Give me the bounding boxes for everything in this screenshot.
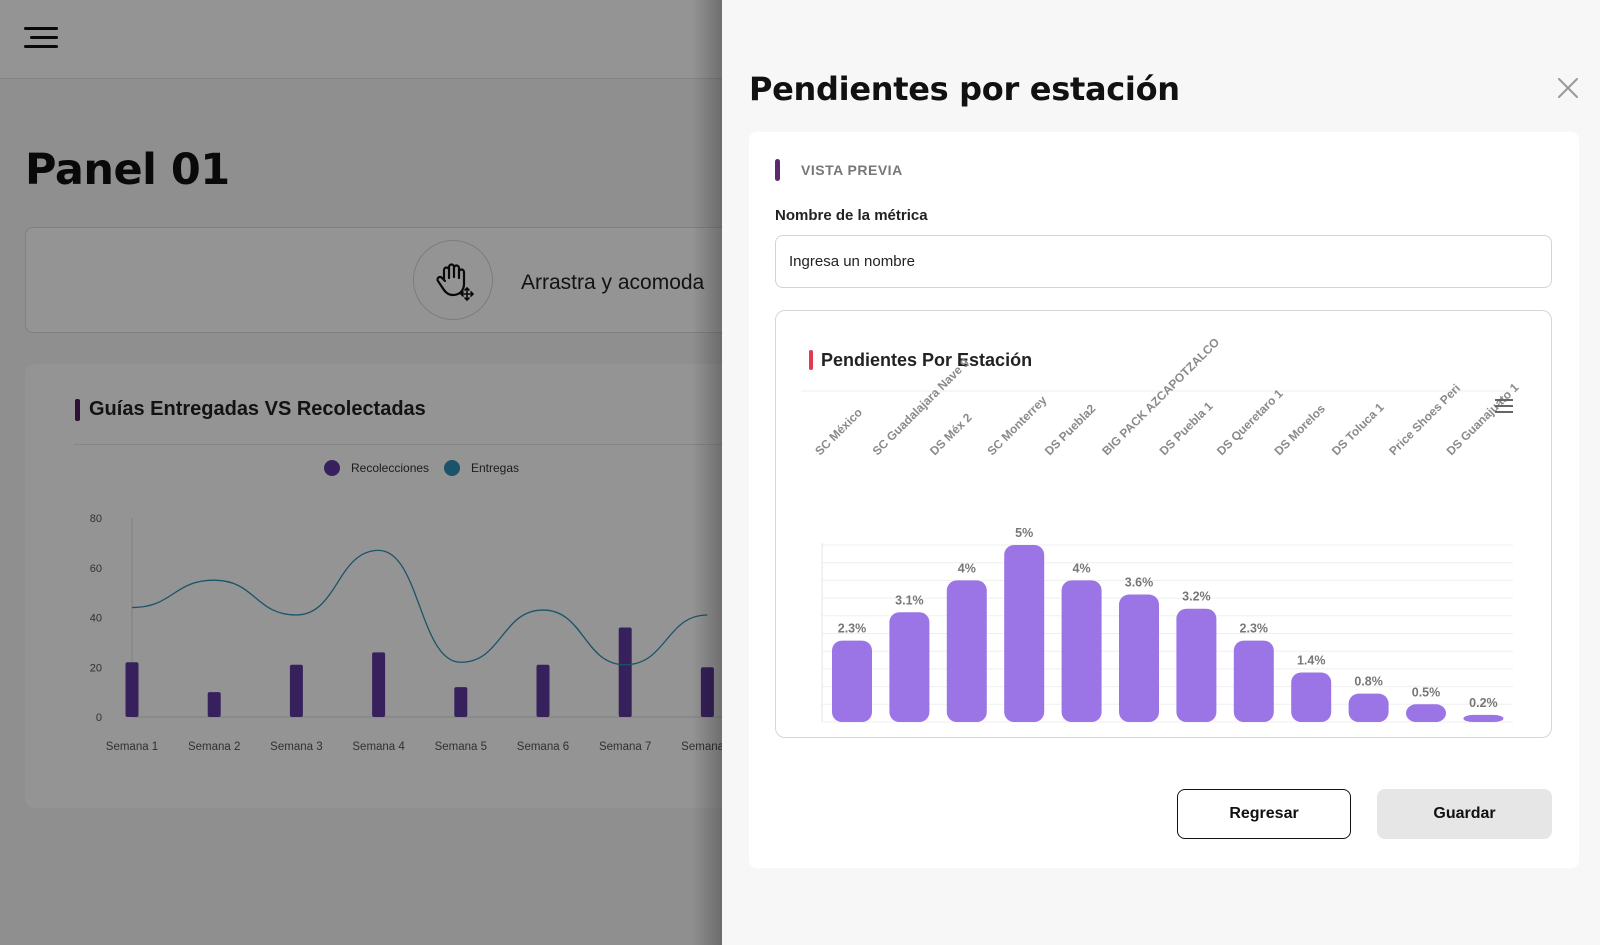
hand-drag-icon: [436, 263, 475, 302]
bar: [125, 662, 139, 717]
drawer-shadow: [692, 0, 722, 945]
legend-label: Recolecciones: [351, 461, 429, 475]
x-tick-label: Semana 6: [517, 741, 569, 753]
x-tick-label: Semana 7: [599, 741, 651, 753]
chart-preview: [775, 310, 1552, 738]
preview-chart-title: Pendientes Por Estación: [821, 350, 1033, 370]
x-tick-label: Semana 3: [270, 741, 322, 753]
x-tick-label: Semana 1: [106, 741, 158, 753]
drag-instruction: Arrastra y acomoda: [521, 271, 705, 294]
y-tick-label: 0: [96, 712, 102, 724]
x-tick-label: Semana 2: [188, 741, 240, 753]
y-tick-label: 40: [90, 613, 102, 625]
page-title: Panel 01: [25, 145, 230, 195]
bar: [207, 692, 221, 717]
metric-name-label: Nombre de la métrica: [775, 207, 928, 224]
bar: [372, 652, 386, 717]
x-tick-label: Semana 5: [435, 741, 487, 753]
hamburger-menu-icon[interactable]: [24, 26, 60, 50]
title-accent: [809, 350, 813, 370]
chart-menu-icon[interactable]: [1493, 397, 1515, 415]
close-icon[interactable]: [1556, 76, 1580, 100]
drawer-title: Pendientes por estación: [749, 70, 1180, 108]
preview-label: VISTA PREVIA: [801, 162, 903, 178]
y-tick-label: 80: [90, 513, 102, 525]
back-button[interactable]: Regresar: [1177, 789, 1351, 839]
legend-label: Entregas: [471, 461, 519, 475]
save-button[interactable]: Guardar: [1377, 789, 1552, 839]
background-chart: Recolecciones Entregas 0 20 40 60 80 Semana 1 Se…: [90, 460, 722, 753]
legend-marker: [324, 460, 340, 476]
bar: [454, 687, 468, 717]
y-tick-label: 60: [90, 563, 102, 575]
y-tick-label: 20: [90, 662, 102, 674]
x-tick-label: Semana 4: [352, 741, 405, 753]
divider: [74, 444, 734, 445]
drag-handle[interactable]: [413, 240, 493, 320]
x-tick-label: Semana 8: [681, 741, 722, 753]
legend-marker: [444, 460, 460, 476]
chart-title: Guías Entregadas VS Recolectadas: [89, 398, 426, 420]
bar: [700, 667, 714, 717]
modal-overlay[interactable]: [0, 0, 722, 945]
title-accent: [75, 399, 80, 421]
metric-name-input[interactable]: [775, 235, 1552, 288]
bar: [618, 627, 632, 717]
title-accent: [775, 159, 780, 181]
bar: [536, 664, 550, 717]
bar: [289, 664, 303, 717]
line-series: [131, 549, 708, 666]
